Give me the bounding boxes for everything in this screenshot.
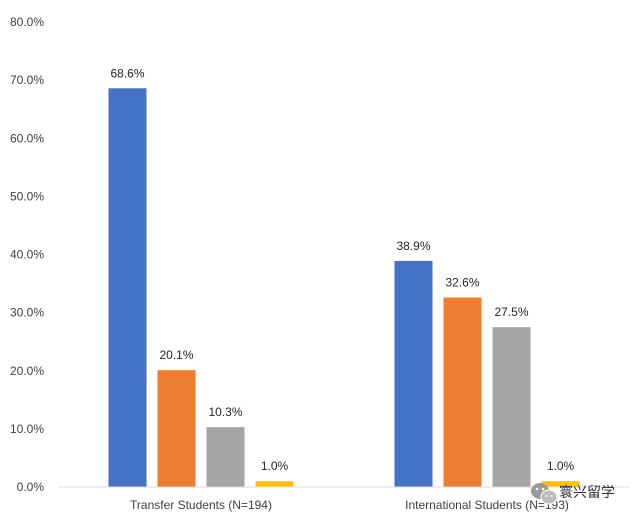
y-tick-label: 0.0% (17, 480, 45, 494)
y-axis: 0.0% 10.0% 20.0% 30.0% 40.0% 50.0% 60.0% 70.0% 8… (10, 15, 44, 494)
watermark: 寰兴留学 (531, 483, 615, 505)
data-label: 20.1% (159, 348, 193, 362)
wechat-icon (531, 483, 558, 505)
data-labels: 68.6% 20.1% 10.3% 1.0% 38.9% 32.6% 27.5% 1.0% (110, 66, 574, 473)
y-tick-label: 80.0% (10, 15, 44, 29)
bars (108, 88, 580, 487)
data-label: 27.5% (494, 305, 528, 319)
y-tick-label: 20.0% (10, 364, 44, 378)
bar (255, 481, 294, 487)
bar (492, 327, 531, 487)
bar (541, 481, 580, 487)
y-tick-label: 50.0% (10, 189, 44, 203)
bar (394, 260, 433, 487)
y-tick-label: 40.0% (10, 248, 44, 262)
y-tick-label: 30.0% (10, 306, 44, 320)
data-label: 68.6% (110, 66, 144, 80)
watermark-text: 寰兴留学 (559, 484, 615, 500)
data-label: 32.6% (445, 276, 479, 290)
data-label: 38.9% (396, 239, 430, 253)
data-label: 1.0% (261, 459, 289, 473)
bar (157, 370, 196, 487)
bar (443, 297, 482, 487)
data-label: 10.3% (208, 405, 242, 419)
y-tick-label: 60.0% (10, 131, 44, 145)
x-axis: Transfer Students (N=194) International S… (130, 498, 569, 512)
x-category-label: Transfer Students (N=194) (130, 498, 272, 512)
bar (108, 88, 147, 487)
x-category-label: International Students (N=193) (405, 498, 569, 512)
bar (206, 427, 245, 487)
y-tick-label: 70.0% (10, 73, 44, 87)
data-label: 1.0% (547, 459, 575, 473)
y-tick-label: 10.0% (10, 422, 44, 436)
